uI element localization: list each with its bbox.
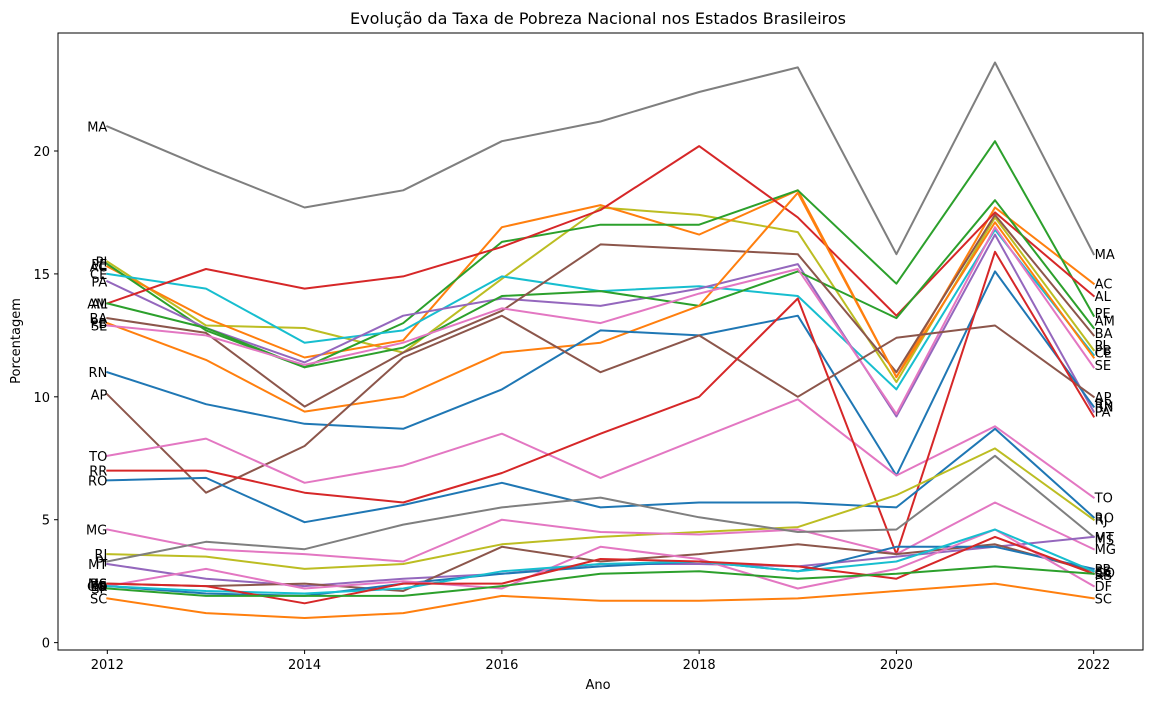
end-label-12: RN	[1095, 401, 1114, 416]
series-line-go	[106, 528, 1096, 595]
end-label-10: AP	[1095, 391, 1112, 406]
start-label-18: PI	[96, 556, 108, 571]
end-label-9: SE	[1095, 359, 1111, 374]
series-line-to	[106, 398, 1096, 499]
label-layer: MAPIACPECEPAALAMBAPBSERNAPTORRROMGRJPIMT…	[86, 120, 1116, 607]
start-label-10: SE	[91, 320, 107, 335]
series-line-rj	[106, 447, 1096, 570]
y-tick-label-5: 5	[42, 514, 50, 529]
end-label-17: MT	[1095, 531, 1114, 546]
start-label-16: MG	[86, 524, 107, 539]
end-label-25: DF	[1095, 580, 1113, 595]
start-label-19: MT	[88, 558, 107, 573]
end-label-24: RS	[1095, 569, 1112, 584]
x-tick-label-2022: 2022	[1077, 658, 1110, 673]
y-tick-label-10: 10	[33, 391, 50, 406]
end-label-8: CE	[1095, 347, 1112, 362]
start-label-0: MA	[87, 120, 107, 135]
series-line-ap	[105, 314, 1096, 494]
start-label-15: RO	[88, 474, 107, 489]
x-axis-label: Ano	[585, 678, 610, 693]
series-line-se	[106, 226, 1096, 415]
series-line-ce	[106, 228, 1096, 391]
series-line-df	[106, 528, 1096, 590]
series-line-pb	[106, 191, 1096, 413]
series-line-mt	[106, 454, 1096, 563]
series-line-pa	[105, 233, 1096, 418]
start-label-26: SC	[90, 592, 107, 607]
end-label-5: BA	[1095, 327, 1113, 342]
start-label-23: GO	[87, 580, 107, 595]
end-label-23: SP	[1095, 568, 1111, 583]
x-axis: 2012 2014 2016 2018 2020 2022	[91, 650, 1110, 673]
end-label-13: PA	[1095, 406, 1111, 421]
y-tick-label-20: 20	[33, 145, 50, 160]
series-line-ro	[106, 427, 1096, 524]
series-line-sp	[106, 565, 1095, 597]
start-label-20: MS	[88, 578, 107, 593]
start-label-13: TO	[88, 450, 107, 465]
start-label-8: BA	[90, 312, 108, 327]
y-tick-label-15: 15	[33, 268, 50, 283]
start-label-24: RS	[90, 578, 107, 593]
end-label-6: PI	[1095, 339, 1107, 354]
start-label-17: RJ	[94, 548, 107, 563]
x-tick-label-2014: 2014	[288, 658, 321, 673]
end-label-2: AL	[1095, 290, 1112, 305]
series-line-rr	[106, 250, 1096, 556]
y-tick-label-0: 0	[42, 637, 50, 652]
end-label-0: MA	[1095, 248, 1115, 263]
end-label-1: AC	[1095, 278, 1113, 293]
start-label-22: PR	[90, 580, 107, 595]
series-line-ba	[106, 213, 1096, 408]
series-line-sc	[106, 582, 1095, 619]
start-label-21: ES	[91, 580, 107, 595]
x-tick-label-2016: 2016	[485, 658, 518, 673]
end-label-18: MS	[1095, 533, 1114, 548]
series-line-rs	[106, 535, 1095, 605]
end-label-22: GO	[1095, 567, 1115, 582]
start-label-4: CE	[90, 268, 107, 283]
start-label-6: AL	[91, 297, 108, 312]
end-label-16: RJ	[1095, 514, 1108, 529]
x-tick-label-2020: 2020	[880, 658, 913, 673]
end-label-11: RR	[1095, 398, 1113, 413]
plot-frame	[57, 32, 1144, 651]
start-label-25: SP	[91, 583, 107, 598]
start-label-1: PI	[96, 256, 108, 271]
start-label-3: PE	[91, 258, 107, 273]
end-label-20: PR	[1095, 563, 1112, 578]
chart-title: Evolução da Taxa de Pobreza Nacional nos…	[350, 9, 846, 28]
series-line-rn	[106, 270, 1096, 477]
end-label-4: AM	[1095, 315, 1115, 330]
start-label-11: RN	[89, 366, 108, 381]
x-tick-label-2012: 2012	[91, 658, 124, 673]
start-label-7: AM	[87, 297, 107, 312]
end-label-21: ES	[1095, 565, 1111, 580]
start-label-5: PA	[91, 275, 107, 290]
y-axis: 0 5 10 15 20	[33, 145, 58, 652]
x-tick-label-2018: 2018	[683, 658, 716, 673]
end-label-3: PE	[1095, 307, 1111, 322]
end-label-7: PB	[1095, 344, 1112, 359]
start-label-9: PB	[91, 317, 108, 332]
start-label-14: RR	[89, 465, 107, 480]
start-label-12: AP	[91, 388, 108, 403]
series-line-pr	[106, 545, 1095, 597]
series-line-mg	[106, 501, 1096, 563]
end-label-15: RO	[1095, 511, 1114, 526]
series-line-al	[106, 145, 1096, 317]
series-line-ma	[105, 61, 1096, 256]
end-label-19: MG	[1095, 543, 1116, 558]
y-axis-label: Porcentagem	[9, 298, 24, 384]
end-label-14: TO	[1094, 492, 1113, 507]
end-label-26: SC	[1095, 592, 1112, 607]
series-layer	[105, 61, 1096, 619]
start-label-2: AC	[90, 261, 108, 276]
series-line-pe	[105, 140, 1096, 369]
